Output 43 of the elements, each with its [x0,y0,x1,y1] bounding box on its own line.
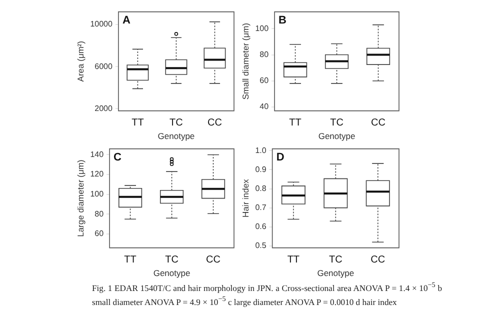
x-tick-label: CC [208,118,222,129]
y-tick-label: 120 [90,170,104,179]
x-tick-label: CC [206,254,220,266]
annotation: D [276,151,284,164]
y-tick-label: 40 [260,102,270,112]
y-tick-label: 10000 [90,20,113,29]
annotation: B [278,14,287,26]
y-tick-label: 2000 [94,104,113,113]
y-axis-title: Hair index [240,178,250,218]
y-axis-title: Area (μm²) [75,40,86,82]
y-tick-label: 100 [255,24,270,33]
x-tick-label: TC [170,118,183,129]
x-tick-label: TT [289,118,302,129]
y-tick-label: 1.0 [255,146,267,155]
x-tick-label: TT [132,118,144,129]
x-axis-title: Genotype [318,131,356,142]
text: Fig. 1 EDAR 1540T/C and hair morphology in JPN. a Cross-sectional area ANOVA P = 1.4 × 10$^{−5}$ b small diameter ANOVA P = 4.9 × 10$^{−5}$ c large diameter ANOVA P = 0.0010 d hair index [92,281,442,307]
x-axis-title: Genotype [317,268,354,278]
x-tick-label: TT [124,254,136,266]
y-axis-title: Large diameter (μm) [75,160,86,237]
annotation: A [122,14,130,26]
x-tick-label: CC [371,118,386,129]
y-tick-label: 80 [94,209,104,218]
y-tick-label: 0.7 [255,203,267,212]
y-tick-label: 100 [90,190,104,199]
y-tick-label: 60 [94,229,104,238]
y-tick-label: 0.8 [255,184,267,193]
x-tick-label: TC [330,118,344,129]
x-tick-label: TC [328,254,342,266]
x-axis-title: Genotype [158,131,195,142]
x-tick-label: TT [287,254,300,266]
y-tick-label: 0.9 [255,164,267,174]
y-tick-label: 60 [260,76,270,86]
annotation: C [114,151,122,164]
x-axis-title: Genotype [153,268,190,278]
y-tick-label: 140 [90,150,104,159]
x-tick-label: TC [165,254,178,266]
y-tick-label: 80 [260,50,270,59]
y-tick-label: 0.5 [255,241,267,250]
y-axis-title: Small diameter (μm) [240,22,250,100]
y-tick-label: 6000 [94,62,113,71]
y-tick-label: 0.6 [255,222,267,232]
x-tick-label: CC [370,254,386,266]
